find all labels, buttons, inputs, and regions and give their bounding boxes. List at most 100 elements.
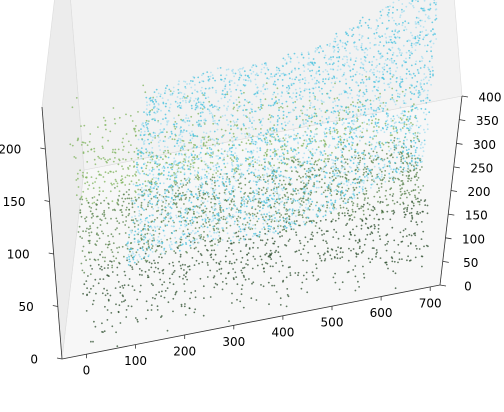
water-point	[272, 170, 274, 173]
water-point	[305, 122, 307, 124]
forest-point	[131, 120, 134, 122]
forest-point	[75, 194, 78, 197]
water-point	[330, 81, 333, 84]
water-point	[401, 3, 404, 5]
water-point	[230, 217, 233, 220]
water-point	[174, 159, 177, 162]
forest-point	[210, 253, 213, 256]
forest-point	[394, 272, 397, 275]
forest-point	[346, 271, 349, 274]
water-point	[388, 19, 390, 22]
water-point	[276, 93, 279, 95]
forest-point	[179, 255, 182, 258]
water-point	[232, 120, 235, 122]
forest-point	[419, 189, 422, 191]
water-point	[226, 172, 229, 175]
forest-point	[123, 193, 125, 196]
forest-point	[182, 160, 185, 163]
forest-point	[120, 175, 123, 178]
forest-point	[295, 234, 298, 236]
forest-point	[82, 171, 84, 174]
water-point	[177, 83, 180, 86]
forest-point	[368, 144, 371, 147]
water-point	[413, 139, 415, 142]
forest-point	[350, 103, 352, 106]
water-point	[405, 88, 407, 91]
water-point	[420, 158, 422, 161]
water-point	[229, 215, 231, 218]
water-point	[352, 110, 354, 113]
forest-point	[411, 214, 413, 217]
water-point	[217, 138, 220, 141]
forest-point	[237, 186, 240, 189]
forest-point	[240, 261, 243, 264]
forest-point	[197, 175, 200, 178]
forest-point	[291, 170, 293, 173]
forest-point	[308, 124, 311, 127]
water-point	[260, 103, 263, 106]
water-point	[137, 241, 140, 244]
forest-point	[350, 249, 352, 252]
forest-point	[138, 268, 141, 270]
forest-point	[241, 271, 244, 274]
water-point	[260, 105, 262, 108]
forest-point	[309, 220, 312, 222]
forest-point	[240, 187, 243, 190]
forest-point	[394, 287, 397, 290]
water-point	[336, 143, 339, 146]
water-point	[312, 208, 314, 211]
forest-point	[396, 99, 398, 102]
water-point	[374, 123, 377, 125]
water-point	[151, 118, 154, 121]
water-point	[200, 139, 203, 142]
forest-point	[212, 258, 215, 261]
forest-point	[201, 108, 204, 110]
forest-point	[71, 144, 74, 147]
water-point	[140, 147, 143, 150]
forest-point	[102, 157, 105, 159]
forest-point	[281, 264, 284, 267]
water-point	[180, 105, 183, 107]
forest-point	[389, 218, 392, 221]
water-point	[131, 199, 134, 202]
water-point	[372, 100, 375, 102]
water-point	[422, 111, 425, 114]
forest-point	[225, 185, 228, 188]
forest-point	[422, 230, 425, 233]
water-point	[372, 71, 375, 74]
water-point	[329, 43, 331, 45]
water-point	[402, 44, 405, 47]
water-point	[363, 105, 366, 107]
water-point	[228, 183, 231, 186]
water-point	[249, 200, 252, 203]
water-point	[394, 30, 397, 32]
forest-point	[279, 231, 281, 234]
water-point	[188, 239, 191, 242]
water-point	[326, 186, 329, 188]
water-point	[429, 3, 432, 6]
forest-point	[205, 152, 208, 155]
water-point	[379, 141, 381, 143]
forest-point	[359, 245, 361, 248]
forest-point	[281, 229, 284, 231]
forest-point	[180, 198, 183, 201]
water-point	[204, 205, 207, 208]
water-point	[198, 153, 201, 156]
water-point	[231, 175, 233, 178]
forest-point	[354, 239, 357, 242]
water-point	[294, 223, 297, 226]
forest-point	[248, 172, 250, 175]
forest-point	[121, 197, 124, 200]
water-point	[194, 154, 197, 156]
forest-point	[339, 204, 342, 207]
forest-point	[93, 320, 95, 323]
water-point	[179, 101, 182, 104]
water-point	[332, 101, 334, 104]
water-point	[320, 159, 323, 162]
water-point	[402, 100, 405, 102]
forest-point	[339, 247, 342, 250]
forest-point	[252, 246, 254, 249]
water-point	[235, 155, 238, 157]
forest-point	[285, 157, 288, 160]
forest-point	[358, 240, 361, 243]
